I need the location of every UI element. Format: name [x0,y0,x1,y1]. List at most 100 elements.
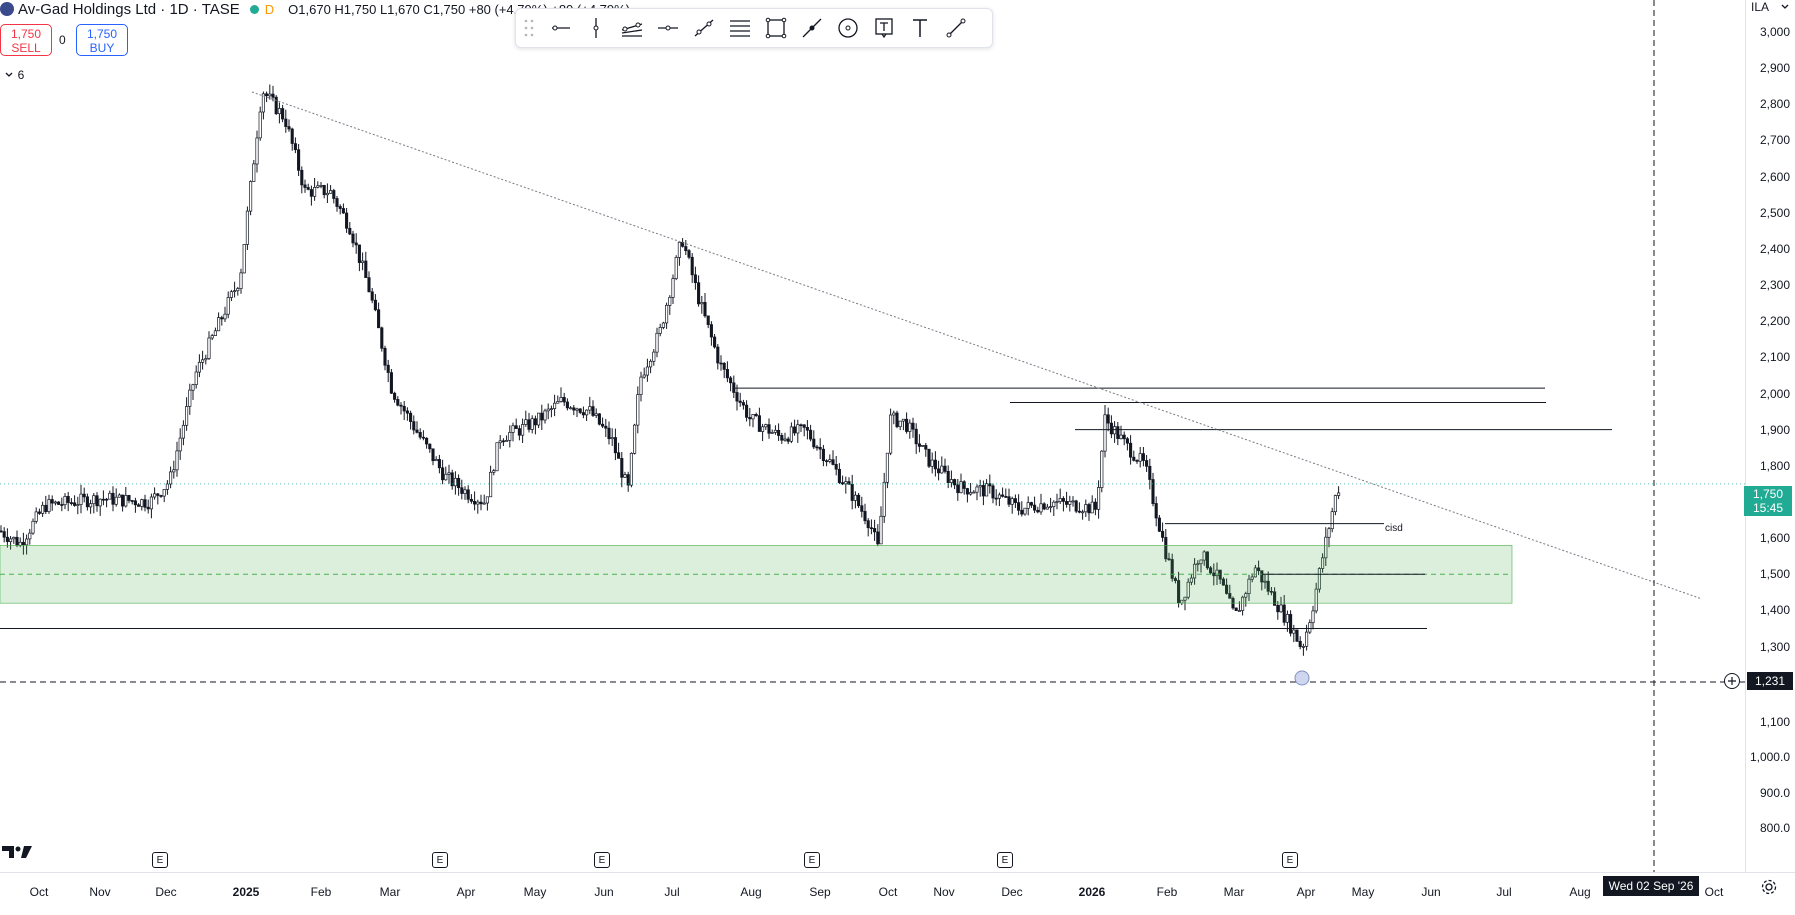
candle-body [1330,511,1334,530]
sell-button[interactable]: 1,750 SELL [0,24,52,56]
candle-body [997,494,1001,499]
candle-body [1285,614,1289,623]
time-tick-label: Nov [933,885,955,899]
price-axis[interactable]: 3,000 2,900 2,800 2,700 2,600 2,500 2,400 2,300… [1745,0,1795,885]
indicators-toggle-button[interactable]: 6 [0,66,29,84]
candle-body [290,128,294,144]
earnings-marker[interactable]: E [997,852,1013,868]
candle-body [623,474,627,478]
candle-body [533,418,537,426]
candle-body [527,419,531,430]
currency-selector[interactable]: ILA [1751,0,1789,14]
brush-icon[interactable] [794,12,830,44]
candle-body [981,485,985,497]
candle-body [946,470,950,483]
symbol-title[interactable]: Av-Gad Holdings Ltd · 1D · TASE [18,0,240,18]
candle-body [348,227,352,235]
circle-icon[interactable] [830,12,866,44]
candle-body [940,465,944,474]
candle-body [1077,510,1081,513]
candle-body [565,401,569,409]
trend-line-icon[interactable] [938,12,974,44]
vertical-line-icon[interactable] [578,12,614,44]
add-alert-plus-icon[interactable] [1723,672,1741,690]
candle-body [514,425,518,429]
gear-icon[interactable] [1760,878,1778,896]
candle-body [610,437,614,440]
candle-body [892,412,896,416]
drawing-label-cisd[interactable]: cisd [1385,523,1403,534]
candle-body [1317,568,1321,590]
candle-body [345,212,349,229]
earnings-marker[interactable]: E [432,852,448,868]
candle-body [930,459,934,467]
candle-body [863,511,867,522]
earnings-marker[interactable]: E [594,852,610,868]
trend-line-drawing[interactable] [251,91,1703,600]
trend-angle-icon[interactable] [686,12,722,44]
drawing-toolbar [515,8,993,48]
candle-body [220,317,224,320]
candle-body [933,459,937,470]
candle-body [1244,593,1248,598]
parallel-channel-icon[interactable] [614,12,650,44]
price-chart[interactable] [0,0,1745,872]
price-tick-label: 2,900 [1759,61,1790,76]
earnings-marker[interactable]: E [1282,852,1298,868]
horizontal-line-icon[interactable] [650,12,686,44]
candle-body [821,448,825,462]
note-icon[interactable] [866,12,902,44]
fib-retracement-icon[interactable] [722,12,758,44]
currency-label: ILA [1751,0,1770,14]
horizontal-ray-icon[interactable] [542,12,578,44]
candle-body [761,426,765,432]
candle-body [76,504,80,506]
candle-body [1071,500,1075,503]
drag-handle-icon[interactable] [522,17,536,39]
candle-body [1292,629,1296,634]
candle-body [530,418,534,430]
price-tick-label: 800.0 [1759,821,1790,835]
time-axis[interactable]: Oct Nov Dec 2025 Feb Mar Apr May Jun Jul Aug Sep Oct… [0,872,1795,915]
rectangle-icon[interactable] [758,12,794,44]
earnings-marker[interactable]: E [804,852,820,868]
last-price-value: 1,750 [1752,487,1784,501]
candle-body [684,246,688,252]
symbol-logo-icon [0,2,14,16]
time-tick-label: Jun [594,885,614,899]
candle-body [1298,640,1302,647]
text-icon[interactable] [902,12,938,44]
candle-body [405,410,409,414]
candle-body [725,369,729,379]
earnings-marker[interactable]: E [152,852,168,868]
candle-body [988,483,992,487]
candle-body [716,346,720,364]
candle-body [956,484,960,494]
candle-body [860,505,864,512]
candle-body [629,452,633,486]
drawings-layer[interactable] [0,0,1745,872]
candle-body [748,417,752,420]
buy-button[interactable]: 1,750 BUY [76,24,128,56]
candle-body [1183,596,1187,601]
tradingview-logo-icon[interactable] [2,844,34,860]
candle-body [322,185,326,196]
candle-body [879,515,883,545]
candle-body [428,443,432,450]
candle-body [652,351,656,362]
candle-body [607,427,611,440]
candle-body [1113,426,1117,435]
candle-body [869,527,873,530]
candle-body [1020,509,1024,515]
candle-body [828,459,832,462]
chevron-down-icon [1781,4,1789,9]
candle-body [18,541,22,546]
candle-body [953,479,957,486]
candle-body [572,407,576,411]
candle-body [137,504,141,507]
price-tick-label: 900.0 [1759,785,1790,800]
price-tick-label: 2,700 [1759,133,1790,148]
candle-body [636,394,640,426]
candle-body [0,530,3,533]
candle-body [713,336,717,348]
